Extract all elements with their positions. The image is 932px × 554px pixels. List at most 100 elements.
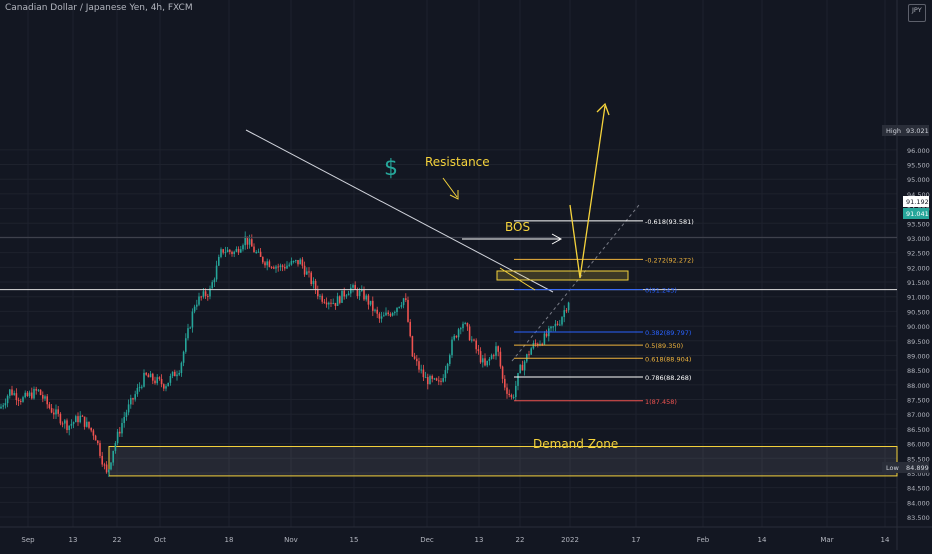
x-tick-label: 15 (350, 536, 359, 544)
candle-body (565, 310, 568, 312)
candle-body (413, 356, 416, 359)
last-price-tag: 91.041 (906, 210, 929, 218)
candle-body (149, 373, 152, 378)
settings-icon[interactable] (908, 4, 926, 22)
candle-body (314, 280, 317, 290)
candle-body (143, 372, 145, 387)
candle-body (39, 389, 42, 396)
x-tick-label: Mar (820, 536, 833, 544)
y-tick-label: 85.500 (907, 455, 930, 463)
candle-body (200, 296, 202, 298)
candle-body (499, 351, 502, 367)
candle-body (339, 296, 341, 303)
candle-body (391, 312, 394, 316)
candle-body (506, 387, 508, 394)
candle-body (323, 301, 326, 303)
candle-body (422, 369, 425, 378)
candle-body (457, 329, 460, 338)
candle-body (361, 290, 363, 292)
candle-body (484, 358, 486, 366)
candle-body (530, 348, 532, 355)
candle-body (363, 290, 365, 300)
resistance-arrow-head (449, 190, 459, 200)
candle-body (519, 364, 521, 374)
ob-arrow (499, 267, 536, 291)
resistance-arrow (442, 177, 458, 198)
candle-body (156, 377, 158, 384)
candle-body (127, 404, 130, 413)
candle-body (79, 415, 81, 423)
candle-body (68, 425, 70, 431)
candle-body (44, 396, 46, 399)
projection-arrow-head (596, 102, 610, 116)
candle-body (405, 298, 407, 300)
candle-body (275, 266, 277, 269)
candle-body (468, 326, 471, 341)
y-tick-label: 93.500 (907, 220, 930, 228)
candle-body (321, 295, 323, 302)
y-tick-label: 91.000 (907, 294, 930, 302)
fib-level-label: 0.786(88.268) (645, 374, 691, 382)
candle-body (352, 285, 354, 288)
candle-body (561, 317, 563, 325)
candle-body (2, 405, 4, 407)
candle-body (211, 282, 213, 289)
symbol-title: Canadian Dollar / Japanese Yen, 4h, FXCM (5, 3, 193, 13)
x-tick-label: 18 (225, 536, 234, 544)
candle-body (6, 395, 9, 404)
candle-body (97, 440, 99, 444)
candle-body (299, 259, 301, 265)
fib-trend-line (511, 204, 640, 362)
candle-body (178, 372, 180, 375)
candle-body (427, 377, 429, 385)
candle-body (284, 266, 286, 269)
candle-body (479, 351, 482, 363)
y-tick-label: 89.000 (907, 352, 930, 360)
candle-body (130, 398, 132, 405)
candle-body (482, 358, 484, 363)
candle-body (517, 373, 519, 386)
candle-body (17, 400, 20, 402)
candle-body (26, 392, 29, 397)
candle-body (466, 322, 469, 327)
candle-body (559, 324, 561, 326)
candle-body (145, 372, 147, 375)
candle-body (154, 380, 156, 384)
candle-body (185, 338, 187, 352)
candle-body (312, 280, 315, 285)
x-tick-label: Dec (420, 536, 434, 544)
candle-body (215, 265, 218, 280)
candle-body (380, 316, 383, 319)
candle-body (288, 264, 290, 266)
candle-body (486, 360, 488, 366)
candle-body (20, 400, 22, 402)
candle-body (510, 395, 513, 398)
candle-body (50, 407, 53, 413)
fib-level-label: 0.382(89.797) (645, 329, 691, 337)
candle-body (541, 343, 543, 345)
candle-body (255, 251, 257, 253)
candle-body (385, 312, 387, 316)
fib-level-label: 1(87.458) (645, 398, 677, 406)
candle-body (22, 397, 24, 402)
candle-body (416, 358, 418, 362)
high-price-tag-bg (903, 125, 929, 136)
candle-body (167, 382, 169, 387)
high-tag-label-bg (882, 125, 903, 136)
candle-body (455, 335, 458, 338)
y-tick-label: 86.500 (907, 426, 930, 434)
candle-body (290, 261, 293, 265)
candle-body (248, 239, 251, 245)
low-tag-label: Low (886, 464, 899, 472)
candle-body (262, 256, 264, 263)
y-tick-label: 85.000 (907, 470, 930, 478)
candle-body (37, 389, 40, 391)
candle-body (512, 397, 515, 399)
candle-body (233, 251, 235, 254)
fib-level-label: 0.5(89.350) (645, 342, 683, 350)
candle-body (460, 328, 462, 330)
candle-body (545, 333, 548, 337)
candle-body (103, 464, 106, 466)
